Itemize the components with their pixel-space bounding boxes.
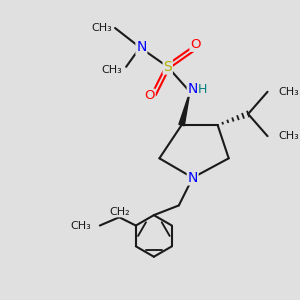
Text: S: S xyxy=(163,60,172,74)
Text: N: N xyxy=(188,171,198,185)
Text: H: H xyxy=(198,82,207,95)
Text: CH₂: CH₂ xyxy=(109,207,130,217)
Text: CH₃: CH₃ xyxy=(92,23,112,33)
Text: CH₃: CH₃ xyxy=(71,220,92,230)
Text: CH₃: CH₃ xyxy=(279,131,299,141)
Text: CH₃: CH₃ xyxy=(279,87,299,97)
Text: N: N xyxy=(136,40,147,54)
Text: CH₃: CH₃ xyxy=(101,64,122,75)
Text: N: N xyxy=(188,82,198,96)
Text: O: O xyxy=(145,89,155,102)
Text: O: O xyxy=(190,38,201,51)
Polygon shape xyxy=(179,92,190,126)
